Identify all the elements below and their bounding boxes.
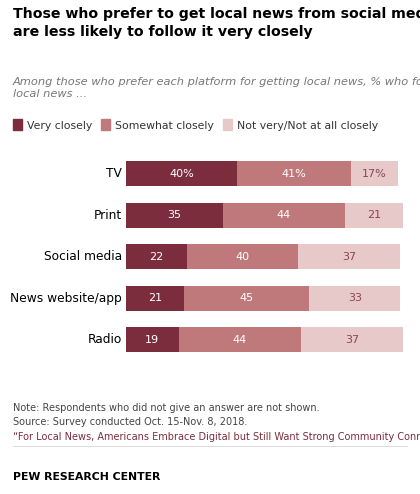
Text: PEW RESEARCH CENTER: PEW RESEARCH CENTER (13, 472, 160, 482)
Bar (301, 328, 403, 352)
Bar (126, 162, 237, 186)
Text: Print: Print (94, 209, 122, 222)
Text: 22: 22 (150, 252, 164, 262)
Text: News website/app: News website/app (10, 292, 122, 305)
Bar (309, 286, 400, 311)
Bar (351, 162, 398, 186)
Text: 19: 19 (145, 335, 160, 345)
Bar (187, 245, 298, 269)
Text: 40%: 40% (169, 169, 194, 179)
Text: Note: Respondents who did not give an answer are not shown.: Note: Respondents who did not give an an… (13, 403, 319, 412)
Text: 33: 33 (348, 293, 362, 303)
Text: “For Local News, Americans Embrace Digital but Still Want Strong Community Conne: “For Local News, Americans Embrace Digit… (13, 432, 420, 442)
Text: Very closely: Very closely (27, 121, 92, 131)
Bar (126, 203, 223, 228)
Text: 45: 45 (239, 293, 254, 303)
Bar (126, 328, 178, 352)
Text: Among those who prefer each platform for getting local news, % who follow
local : Among those who prefer each platform for… (13, 77, 420, 99)
Text: 40: 40 (235, 252, 249, 262)
Bar (178, 328, 301, 352)
Bar (223, 203, 345, 228)
Text: Social media: Social media (44, 250, 122, 263)
Text: 41%: 41% (281, 169, 306, 179)
Text: Source: Survey conducted Oct. 15-Nov. 8, 2018.: Source: Survey conducted Oct. 15-Nov. 8,… (13, 417, 247, 427)
Bar (345, 203, 403, 228)
Text: Somewhat closely: Somewhat closely (115, 121, 214, 131)
Text: 21: 21 (148, 293, 162, 303)
Text: 17%: 17% (362, 169, 386, 179)
Text: 44: 44 (277, 210, 291, 220)
Text: 35: 35 (168, 210, 181, 220)
Text: Those who prefer to get local news from social media
are less likely to follow i: Those who prefer to get local news from … (13, 7, 420, 39)
Bar (126, 245, 187, 269)
Text: 37: 37 (345, 335, 359, 345)
Bar (184, 286, 309, 311)
Bar (298, 245, 400, 269)
Text: Radio: Radio (87, 333, 122, 346)
Bar (237, 162, 351, 186)
Text: TV: TV (106, 167, 122, 180)
Text: 44: 44 (233, 335, 247, 345)
Text: 37: 37 (342, 252, 356, 262)
Text: 21: 21 (367, 210, 381, 220)
Bar (126, 286, 184, 311)
Text: Not very/Not at all closely: Not very/Not at all closely (237, 121, 378, 131)
